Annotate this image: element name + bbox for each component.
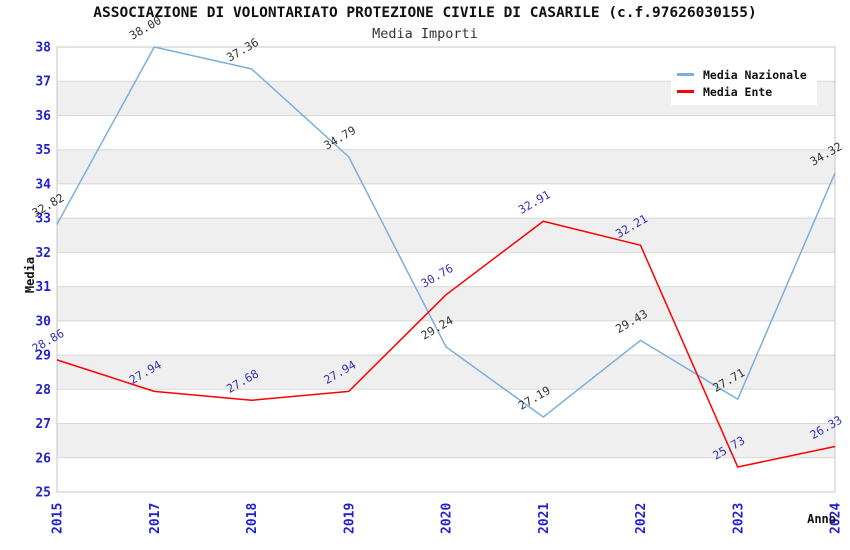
series-line (56, 220, 836, 468)
series-line (56, 46, 836, 418)
legend-swatch (677, 73, 694, 76)
grid-band (57, 423, 835, 458)
legend-swatch (677, 90, 694, 93)
y-tick-label: 27 (35, 417, 51, 432)
y-tick-label: 30 (35, 314, 51, 329)
chart-subtitle: Media Importi (372, 26, 478, 42)
legend-item: Media Ente (677, 83, 811, 100)
grid-band (57, 115, 835, 150)
y-axis-title: Media (23, 256, 38, 294)
y-tick-label: 37 (35, 75, 51, 90)
legend: Media Nazionale Media Ente (671, 61, 817, 105)
grid-band (57, 149, 835, 184)
grid-band (57, 252, 835, 287)
x-tick-label: 2020 (440, 503, 455, 534)
legend-item: Media Nazionale (677, 66, 811, 83)
x-tick-label: 2023 (731, 503, 746, 534)
x-tick-label: 2022 (634, 503, 649, 534)
x-axis-title: Anno (807, 512, 836, 526)
x-tick-label: 2017 (148, 503, 163, 534)
y-tick-label: 28 (35, 383, 51, 398)
y-tick-label: 34 (35, 177, 51, 192)
x-tick-label: 2018 (245, 503, 260, 534)
grid-band (57, 355, 835, 390)
chart-title: ASSOCIAZIONE DI VOLONTARIATO PROTEZIONE … (93, 5, 757, 21)
y-tick-label: 35 (35, 143, 51, 158)
y-tick-label: 38 (35, 41, 51, 56)
grid-band (57, 218, 835, 253)
y-tick-label: 25 (35, 486, 51, 501)
y-tick-label: 33 (35, 212, 51, 227)
value-label: 38.00 (127, 13, 164, 42)
x-tick-label: 2015 (51, 503, 66, 534)
x-tick-label: 2024 (829, 503, 844, 534)
grid-band (57, 286, 835, 321)
legend-label: Media Nazionale (703, 67, 807, 82)
grid-band (57, 389, 835, 424)
grid-band (57, 457, 835, 492)
plot-border (56, 46, 836, 493)
grid-band (57, 320, 835, 356)
y-tick-label: 26 (35, 451, 51, 466)
y-tick-label: 32 (35, 246, 51, 261)
grid-band (57, 183, 835, 219)
y-tick-label: 31 (35, 280, 51, 295)
legend-label: Media Ente (703, 84, 773, 99)
y-tick-label: 29 (35, 349, 51, 364)
x-tick-label: 2021 (537, 503, 552, 534)
x-tick-label: 2019 (342, 503, 357, 534)
y-tick-label: 36 (35, 109, 51, 124)
